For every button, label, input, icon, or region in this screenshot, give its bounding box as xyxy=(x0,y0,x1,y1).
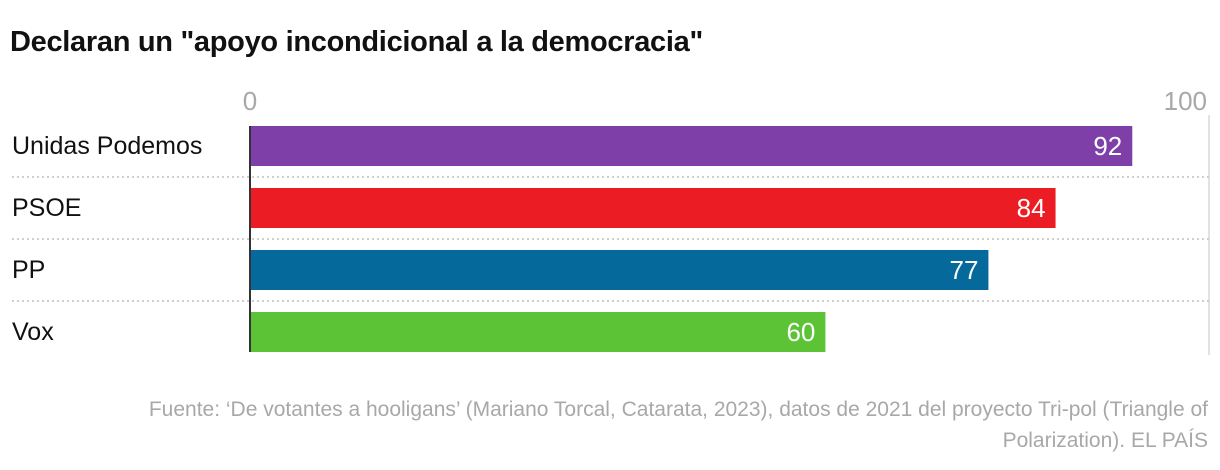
data-label: 92 xyxy=(1093,131,1122,161)
bar-pp xyxy=(250,250,989,290)
x-tick-label: 100 xyxy=(1164,86,1207,116)
data-label: 60 xyxy=(786,317,815,347)
x-tick-label: 0 xyxy=(243,86,257,116)
bar-unidas-podemos xyxy=(250,126,1133,166)
data-label: 77 xyxy=(950,255,979,285)
data-label: 84 xyxy=(1017,193,1046,223)
chart-title: Declaran un "apoyo incondicional a la de… xyxy=(10,26,703,58)
bar-vox xyxy=(250,312,826,352)
category-label: PP xyxy=(12,256,45,284)
bar-psoe xyxy=(250,188,1056,228)
category-label: PSOE xyxy=(12,194,81,222)
bar-chart: 0 100 92 Unidas Podemos 84 PSOE 77 PP 60 Vox xyxy=(12,86,1210,355)
category-label: Vox xyxy=(12,318,54,346)
category-label: Unidas Podemos xyxy=(12,132,202,160)
source-note: Fuente: ‘De votantes a hooligans’ (Maria… xyxy=(148,398,1208,452)
